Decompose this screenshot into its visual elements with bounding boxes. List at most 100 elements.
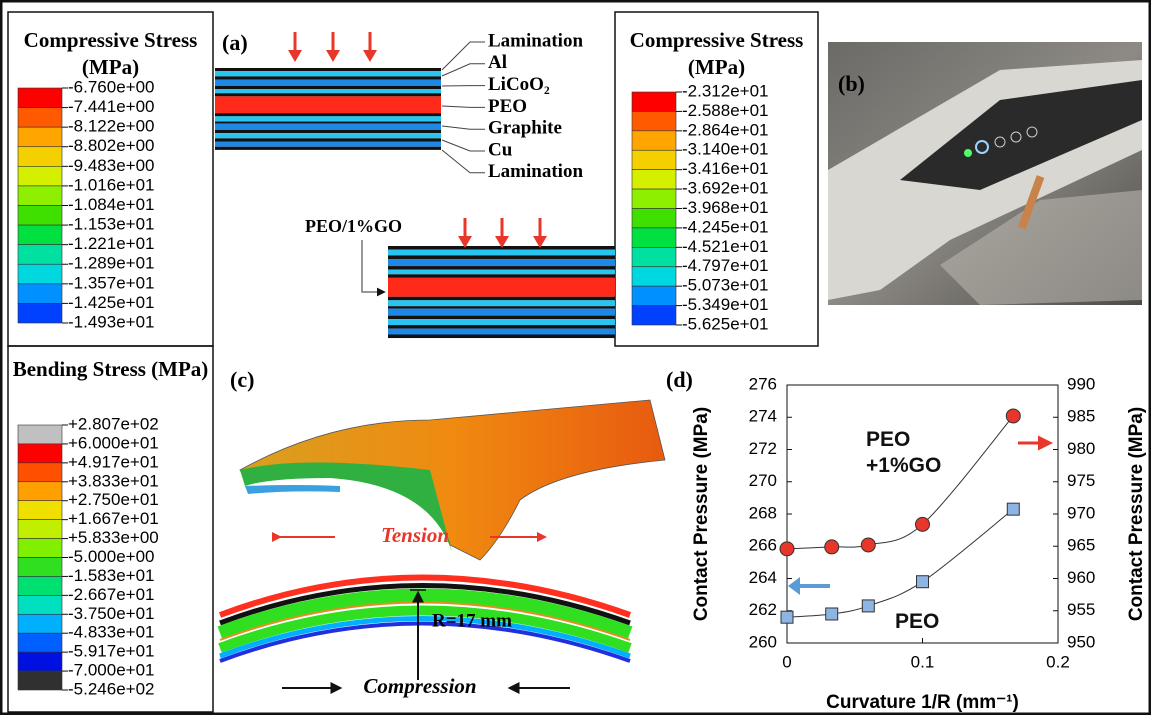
y-tick-label: 264 <box>749 568 777 587</box>
legend-swatch <box>632 209 676 228</box>
legend-label: +4.917e+01 <box>68 452 159 471</box>
legend-label: -5.917e+01 <box>68 642 155 661</box>
legend-swatch <box>18 482 62 501</box>
legend-label: -2.312e+01 <box>682 81 769 100</box>
point <box>916 517 930 531</box>
legend-swatch <box>18 444 62 463</box>
legend-swatch <box>18 558 62 577</box>
layer <box>215 93 441 96</box>
legend-label: -1.583e+01 <box>68 566 155 585</box>
leader <box>362 240 384 292</box>
load-arrow <box>326 50 340 62</box>
legend-swatch <box>632 92 676 111</box>
legend-label: -2.667e+01 <box>68 585 155 604</box>
series-label: PEO <box>895 609 939 635</box>
legend-label: +2.807e+02 <box>68 414 159 433</box>
legend-label: -2.864e+01 <box>682 120 769 139</box>
legend-label: -1.493e+01 <box>68 312 155 331</box>
load-arrow <box>363 50 377 62</box>
legend-title: Compressive Stress (MPa) <box>615 27 818 81</box>
legend-label: -1.016e+01 <box>68 175 155 194</box>
leader <box>442 126 485 129</box>
point <box>917 576 929 588</box>
point <box>1007 503 1019 515</box>
legend-swatch <box>632 286 676 305</box>
layer <box>388 309 615 316</box>
legend-swatch <box>18 166 62 186</box>
legend-swatch <box>18 576 62 595</box>
series-label: PEO +1%GO <box>866 427 956 479</box>
layer-label: Al <box>488 52 507 73</box>
leader <box>442 42 485 70</box>
layer <box>215 71 441 76</box>
y2-tick-label: 990 <box>1067 374 1095 393</box>
y-tick-label: 268 <box>749 503 777 522</box>
legend-swatch <box>18 147 62 167</box>
point <box>781 611 793 623</box>
layer <box>215 122 441 124</box>
y-tick-label: 262 <box>749 600 777 619</box>
legend-swatch <box>18 108 62 128</box>
legend-label: -4.521e+01 <box>682 237 769 256</box>
legend-swatch <box>632 131 676 150</box>
legend-swatch <box>18 463 62 482</box>
layer <box>388 335 615 339</box>
legend-swatch <box>18 303 62 323</box>
legend-swatch <box>18 206 62 226</box>
layer-label: Graphite <box>488 118 562 139</box>
series-line <box>787 509 1013 617</box>
x-tick-label: 0 <box>782 652 791 671</box>
y2-tick-label: 955 <box>1067 600 1095 619</box>
legend-swatch <box>18 652 62 671</box>
legend-title: Compressive Stress (MPa) <box>8 27 213 81</box>
legend-label: -3.968e+01 <box>682 198 769 217</box>
leader <box>442 106 485 107</box>
point <box>862 600 874 612</box>
legend-swatch <box>18 127 62 147</box>
modified-label: PEO/1%GO <box>305 216 402 236</box>
legend-swatch <box>18 501 62 520</box>
legend-label: -3.416e+01 <box>682 159 769 178</box>
legend-label: +2.750e+01 <box>68 490 159 509</box>
legend-swatch <box>18 245 62 265</box>
layer-label: Lamination <box>488 161 583 182</box>
figure: (a) (b) (c) (d) PEO/1%GO Tension Compres… <box>0 0 1151 715</box>
legend-label: -3.140e+01 <box>682 140 769 159</box>
layer <box>215 68 441 71</box>
layer <box>388 270 615 275</box>
radius-label: R=17 mm <box>432 610 512 631</box>
layer <box>388 325 615 329</box>
y2-tick-label: 965 <box>1067 536 1095 555</box>
photo <box>828 42 1142 305</box>
legend-label: -8.802e+00 <box>68 136 155 155</box>
layer <box>388 300 615 306</box>
panel-label: (b) <box>838 71 865 96</box>
legend-label: -4.833e+01 <box>68 623 155 642</box>
legend-swatch <box>18 425 62 444</box>
legend-label: -5.625e+01 <box>682 314 769 333</box>
legend-swatch <box>632 228 676 247</box>
legend-swatch <box>632 267 676 286</box>
legend-swatch <box>632 150 676 169</box>
layer <box>215 116 441 121</box>
legend-swatch <box>18 88 62 108</box>
leader <box>442 150 485 173</box>
layer <box>215 147 441 150</box>
legend-swatch <box>18 614 62 633</box>
legend-swatch <box>632 189 676 208</box>
legend-label: -3.692e+01 <box>682 179 769 198</box>
legend-swatch <box>18 264 62 284</box>
legend-label: -1.289e+01 <box>68 254 155 273</box>
layer <box>215 130 441 133</box>
y-tick-label: 260 <box>749 632 777 651</box>
legend-title: Bending Stress (MPa) <box>8 356 213 383</box>
layer <box>215 76 441 79</box>
layer <box>215 96 441 113</box>
legend-label: +6.000e+01 <box>68 433 159 452</box>
compression-label: Compression <box>363 674 476 698</box>
y2-tick-label: 970 <box>1067 503 1095 522</box>
legend-label: +3.833e+01 <box>68 471 159 490</box>
legend-swatch <box>18 520 62 539</box>
y-tick-label: 270 <box>749 471 777 490</box>
layer-label: PEO <box>488 96 527 117</box>
